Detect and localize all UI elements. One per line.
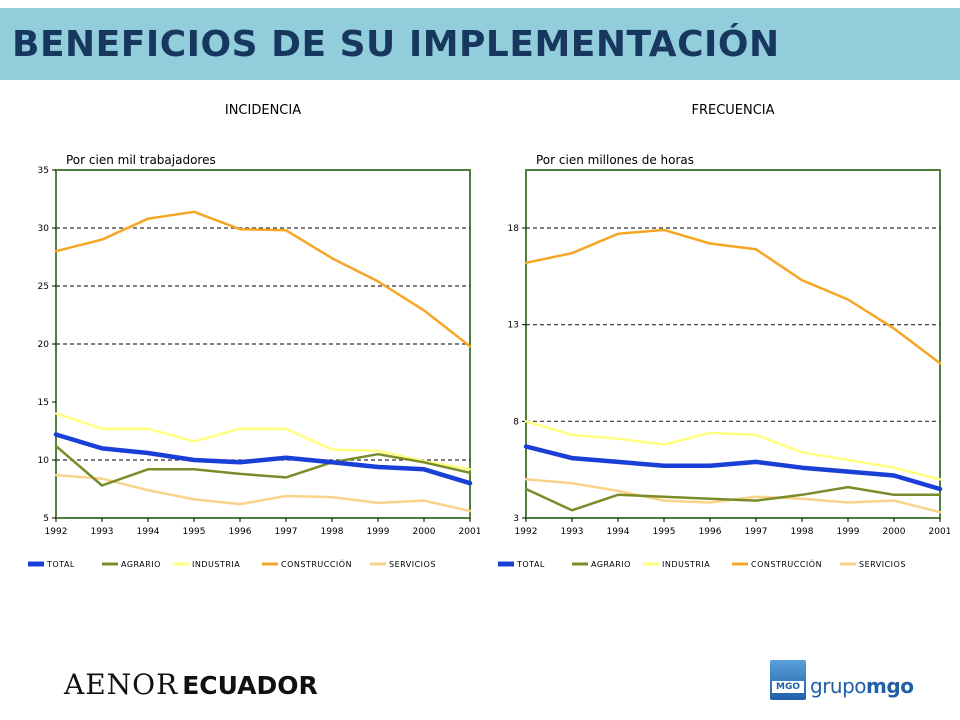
x-tick-label: 1997 — [745, 527, 768, 537]
x-tick-label: 1993 — [561, 527, 584, 537]
x-tick-label: 1996 — [699, 527, 722, 537]
x-tick-label: 1993 — [91, 527, 114, 537]
aenor-ecuador-logo: AENOR ECUADOR — [64, 668, 318, 701]
series-line-construccion — [54, 210, 472, 348]
x-tick-label: 2001 — [459, 527, 480, 537]
x-tick-label: 1999 — [367, 527, 390, 537]
x-tick-label: 1996 — [229, 527, 252, 537]
chart-subtitle: Por cien mil trabajadores — [66, 153, 216, 167]
chart-title: INCIDENCIA — [225, 103, 301, 118]
frecuencia-chart: FRECUENCIA Por cien millones de horas 3 8 13… — [498, 103, 950, 569]
x-tick-label: 1997 — [275, 527, 298, 537]
legend-label: SERVICIOS — [389, 560, 436, 569]
page-title: BENEFICIOS DE SU IMPLEMENTACIÓN — [12, 24, 780, 65]
mgo-word-mgo: mgo — [866, 674, 914, 698]
x-tick-label: 2000 — [413, 527, 436, 537]
legend-label: AGRARIO — [121, 560, 161, 569]
y-tick-label: 15 — [38, 398, 49, 408]
chart-subtitle: Por cien millones de horas — [536, 153, 694, 167]
mgo-word-grupo: grupo — [810, 674, 867, 698]
x-tick-label: 1998 — [791, 527, 814, 537]
legend-label: CONSTRUCCIÓN — [281, 558, 352, 569]
legend-label: INDUSTRIA — [192, 560, 240, 569]
legend-label: SERVICIOS — [859, 560, 906, 569]
title-bar: BENEFICIOS DE SU IMPLEMENTACIÓN — [0, 8, 960, 80]
grupo-mgo-wordmark: grupomgo — [810, 674, 914, 698]
ecuador-logo-text: ECUADOR — [182, 671, 318, 700]
y-tick-label: 10 — [38, 456, 50, 466]
y-tick-label: 30 — [38, 224, 50, 234]
chart-title: FRECUENCIA — [691, 103, 774, 118]
series-line-total — [523, 444, 943, 492]
x-tick-label: 1995 — [183, 527, 206, 537]
y-tick-label: 25 — [38, 282, 49, 292]
x-tick-label: 1995 — [653, 527, 676, 537]
legend-label: TOTAL — [46, 560, 75, 569]
legend-label: TOTAL — [516, 560, 545, 569]
x-tick-label: 2001 — [929, 527, 950, 537]
y-tick-label: 3 — [513, 514, 519, 524]
y-tick-label: 35 — [38, 166, 49, 176]
legend-label: AGRARIO — [591, 560, 631, 569]
series-line-industria — [54, 412, 472, 471]
series-line-servicios — [54, 473, 472, 513]
x-tick-label: 2000 — [883, 527, 906, 537]
legend-label: INDUSTRIA — [662, 560, 710, 569]
series-line-total — [53, 432, 473, 486]
x-tick-label: 1992 — [45, 527, 68, 537]
series-line-agrario — [54, 444, 472, 487]
y-tick-label: 8 — [513, 417, 519, 427]
y-tick-label: 18 — [508, 224, 520, 234]
aenor-logo-text: AENOR — [64, 668, 179, 701]
x-tick-label: 1992 — [515, 527, 538, 537]
y-tick-label: 13 — [508, 321, 519, 331]
y-tick-label: 5 — [43, 514, 49, 524]
incidencia-chart: INCIDENCIA Por cien mil trabajadores 5 10 15… — [28, 103, 480, 569]
legend-label: CONSTRUCCIÓN — [751, 558, 822, 569]
series-line-agrario — [524, 485, 942, 512]
x-tick-label: 1999 — [837, 527, 860, 537]
series-line-industria — [524, 420, 942, 481]
mgo-badge-icon: MGO — [770, 660, 806, 700]
x-tick-label: 1994 — [137, 527, 160, 537]
mgo-badge-text: MGO — [772, 681, 804, 693]
x-tick-label: 1994 — [607, 527, 630, 537]
series-line-construccion — [524, 228, 942, 365]
y-tick-label: 20 — [38, 340, 50, 350]
grupo-mgo-logo: MGO grupomgo — [770, 660, 920, 710]
x-tick-label: 1998 — [321, 527, 344, 537]
